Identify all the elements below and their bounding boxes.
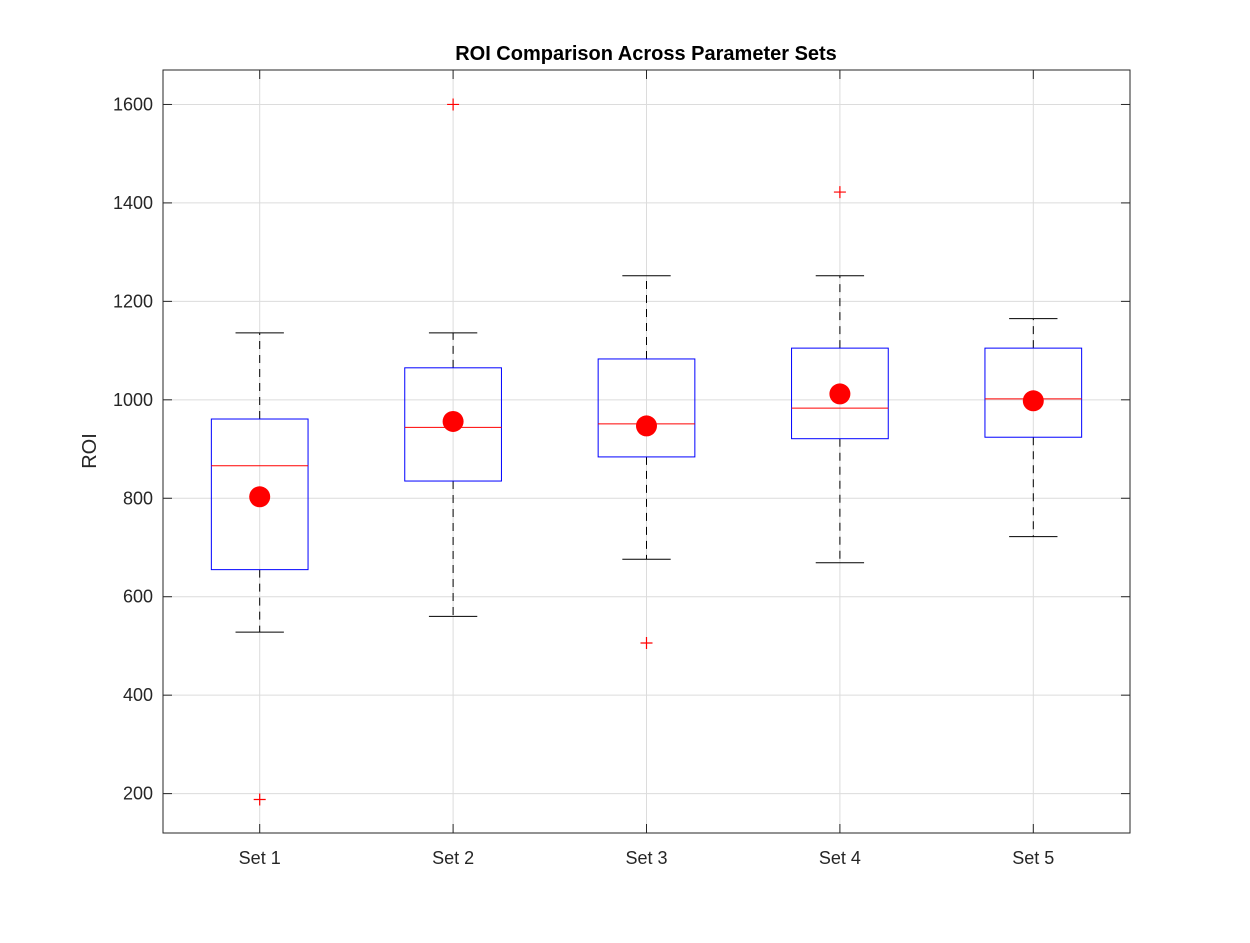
y-tick-label: 200 <box>123 784 153 804</box>
x-tick-label: Set 1 <box>239 848 281 868</box>
box-group-1 <box>210 332 309 806</box>
box-group-2 <box>404 98 502 617</box>
box-group-5 <box>984 318 1083 538</box>
mean-marker <box>636 415 657 437</box>
y-tick-label: 800 <box>123 488 153 508</box>
mean-marker <box>249 486 271 508</box>
iqr-box <box>791 347 889 440</box>
y-tick-label: 1000 <box>113 390 153 410</box>
y-tick-label: 1400 <box>113 193 153 213</box>
boxes <box>210 98 1083 806</box>
x-tick-label: Set 3 <box>625 848 667 868</box>
y-axis-label: ROI <box>79 433 101 469</box>
chart-title: ROI Comparison Across Parameter Sets <box>455 43 837 65</box>
y-tick-label: 600 <box>123 587 153 607</box>
x-tick-label: Set 4 <box>819 848 861 868</box>
mean-marker <box>442 410 464 432</box>
outlier-marker <box>833 186 846 199</box>
iqr-box <box>984 347 1083 438</box>
box-group-4 <box>791 186 889 564</box>
y-tick-label: 1200 <box>113 291 153 311</box>
outlier-marker <box>253 793 266 806</box>
mean-marker <box>829 383 851 405</box>
ticks: 200 400 600 800 1000 1200 1400 1600 Set 1 Set 2 Se… <box>113 70 1130 868</box>
iqr-box <box>210 418 309 571</box>
outlier-marker <box>447 98 460 111</box>
outlier-marker <box>640 636 653 649</box>
iqr-box <box>404 367 502 482</box>
mean-marker <box>1022 390 1044 412</box>
y-tick-label: 1600 <box>113 94 153 114</box>
x-tick-label: Set 5 <box>1012 848 1054 868</box>
y-tick-label: 400 <box>123 685 153 705</box>
box-group-3 <box>597 275 696 649</box>
iqr-box <box>597 358 696 458</box>
x-tick-label: Set 2 <box>432 848 474 868</box>
